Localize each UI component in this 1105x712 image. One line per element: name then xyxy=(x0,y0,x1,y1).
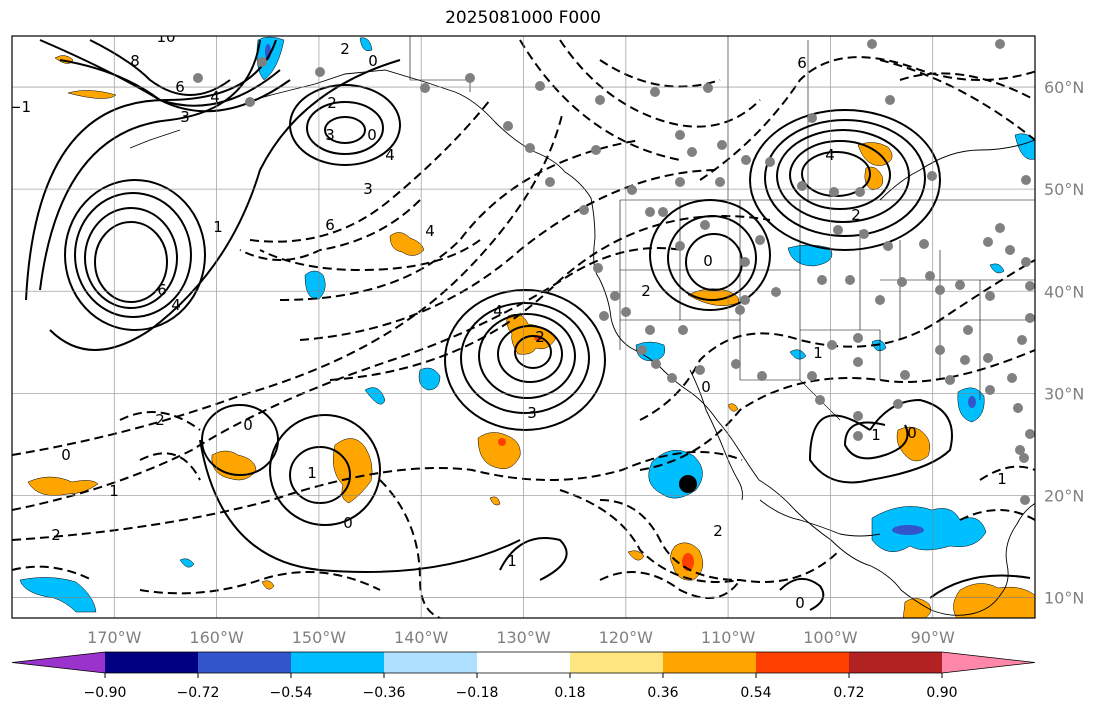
lon-label: 120°W xyxy=(599,628,654,647)
lon-label: 150°W xyxy=(292,628,347,647)
colorbar xyxy=(11,651,1036,674)
contour-label: 1 xyxy=(871,426,881,444)
contour-label: 0 xyxy=(343,514,353,532)
lon-label: 160°W xyxy=(189,628,244,647)
contour-label: 0 xyxy=(703,252,713,270)
colorbar-segment xyxy=(105,652,199,673)
contour-label: 3 xyxy=(527,404,537,422)
colorbar-segment xyxy=(291,652,385,673)
colorbar-tick-label: −0.18 xyxy=(456,685,499,701)
contour-label: 3 xyxy=(363,180,373,198)
contour-label: 6 xyxy=(175,78,185,96)
lat-label: 10°N xyxy=(1044,589,1084,608)
gridlines xyxy=(12,36,1035,618)
lon-label: 110°W xyxy=(701,628,756,647)
colorbar-segment xyxy=(384,652,478,673)
lat-label: 30°N xyxy=(1044,384,1084,403)
contour-label: 0 xyxy=(61,446,71,464)
plot-title: 2025081000 F000 xyxy=(445,8,601,28)
contour-label: 2 xyxy=(713,522,723,540)
longitude-labels: 170°W 160°W 150°W 140°W 130°W 120°W 110°W 100°W… xyxy=(87,628,955,647)
contour-label: 2 xyxy=(327,94,337,112)
shaded-strong-negative xyxy=(265,44,976,535)
colorbar-tick-label: −0.90 xyxy=(84,685,127,701)
contour-label: 2 xyxy=(851,206,861,224)
contour-label: 0 xyxy=(701,378,711,396)
contour-label: 1 xyxy=(109,482,119,500)
colorbar-segment xyxy=(756,652,850,673)
contour-label: 2 xyxy=(340,40,350,58)
lon-label: 100°W xyxy=(803,628,858,647)
colorbar-segment xyxy=(663,652,757,673)
contour-label: 1 xyxy=(307,464,317,482)
colorbar-segment xyxy=(477,652,571,673)
contour-label: 0 xyxy=(243,416,253,434)
lat-label: 20°N xyxy=(1044,486,1084,505)
contour-label: 2 xyxy=(641,282,651,300)
contour-label: −1 xyxy=(9,98,31,116)
contour-label: 1 xyxy=(813,344,823,362)
latitude-labels: 10°N 20°N 30°N 40°N 50°N 60°N xyxy=(1044,78,1084,608)
colorbar-tick-label: 0.90 xyxy=(926,685,957,701)
lat-label: 50°N xyxy=(1044,180,1084,199)
colorbar-segment xyxy=(198,652,292,673)
lon-label: 170°W xyxy=(87,628,142,647)
contour-label: 0 xyxy=(368,52,378,70)
contour-label: 4 xyxy=(493,302,503,320)
lon-label: 140°W xyxy=(394,628,449,647)
colorbar-tick-label: 0.72 xyxy=(833,685,864,701)
contour-label: 2 xyxy=(535,328,545,346)
contour-label: 4 xyxy=(825,146,835,164)
colorbar-segment xyxy=(942,652,1035,673)
contour-label: 1 xyxy=(997,470,1007,488)
colorbar-tick-label: 0.54 xyxy=(740,685,771,701)
contour-label: 0 xyxy=(907,424,917,442)
contour-label: 10 xyxy=(156,28,175,46)
contour-label: 6 xyxy=(797,54,807,72)
colorbar-tick-labels: −0.90 −0.72 −0.54 −0.36 −0.18 0.18 0.36 0.54 0.7… xyxy=(84,673,958,701)
colorbar-segment xyxy=(849,652,943,673)
lat-label: 60°N xyxy=(1044,78,1084,97)
contour-label: 0 xyxy=(795,594,805,612)
contour-label: 4 xyxy=(210,88,220,106)
lon-label: 130°W xyxy=(496,628,551,647)
contour-label: 6 xyxy=(157,281,167,299)
colorbar-tick-label: −0.72 xyxy=(177,685,220,701)
colorbar-tick-label: 0.36 xyxy=(647,685,678,701)
map-frame xyxy=(11,35,1036,619)
contour-label: 2 xyxy=(155,411,165,429)
lon-label: 90°W xyxy=(911,628,955,647)
contour-label: 1 xyxy=(507,552,517,570)
lat-label: 40°N xyxy=(1044,282,1084,301)
contour-label: 3 xyxy=(180,108,190,126)
colorbar-tick-label: −0.36 xyxy=(363,685,406,701)
contour-label: 4 xyxy=(385,146,395,164)
contour-label: 0 xyxy=(367,126,377,144)
marker-black-dot xyxy=(679,475,697,493)
station-dots xyxy=(193,39,1035,505)
colorbar-segment xyxy=(570,652,664,673)
colorbar-tick-label: 0.18 xyxy=(554,685,585,701)
contour-label: 4 xyxy=(171,296,181,314)
contour-label: 3 xyxy=(325,126,335,144)
contour-label: 1 xyxy=(213,218,223,236)
colorbar-segment xyxy=(12,652,105,673)
contour-label: 6 xyxy=(325,216,335,234)
contour-label: 4 xyxy=(425,222,435,240)
contour-label: 8 xyxy=(130,52,140,70)
contours-positive xyxy=(25,39,1031,611)
contour-label: 2 xyxy=(51,526,61,544)
coastlines xyxy=(129,69,1035,616)
colorbar-tick-label: −0.54 xyxy=(270,685,313,701)
